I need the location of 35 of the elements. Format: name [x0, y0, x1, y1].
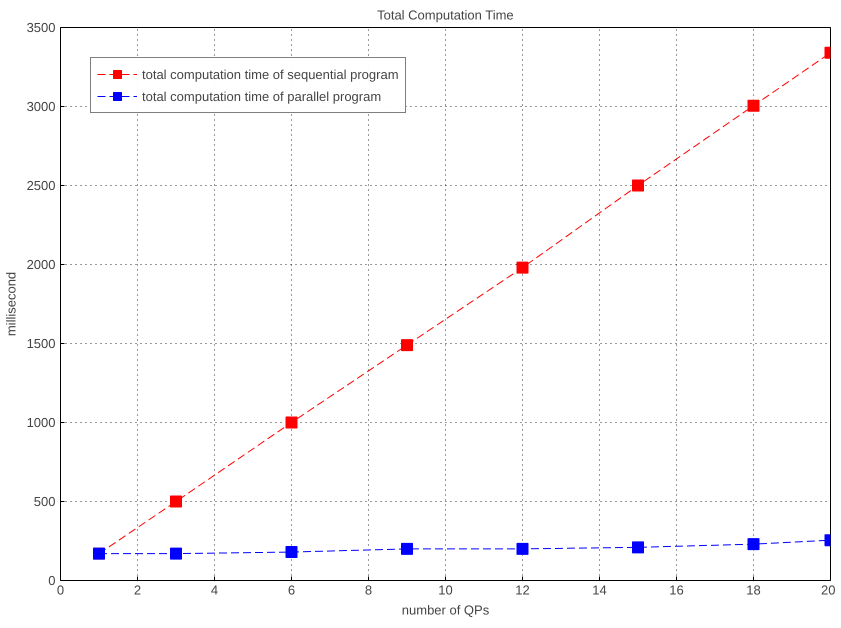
point — [632, 541, 644, 554]
x-tick-label: 10 — [438, 582, 453, 598]
y-tick-label: 1000 — [26, 415, 56, 430]
point — [401, 542, 413, 555]
x-tick-label: 16 — [669, 582, 684, 598]
point — [748, 538, 760, 550]
x-tick-label: 14 — [592, 582, 607, 598]
chart-title: Total Computation Time — [377, 8, 514, 22]
legend-label: total computation time of parallel program — [142, 88, 382, 104]
y-tick-label: 2500 — [26, 178, 56, 193]
y-axis-title: millisecond — [4, 272, 19, 336]
point — [170, 548, 182, 560]
y-tick-label: 3000 — [26, 99, 56, 114]
x-tick-label: 20 — [821, 582, 836, 598]
x-tick-label: 12 — [515, 582, 530, 598]
x-axis-title: number of QPs — [402, 602, 490, 618]
point — [286, 546, 298, 558]
y-tick-label: 0 — [48, 573, 56, 588]
point — [748, 100, 760, 112]
x-tick-label: 2 — [134, 582, 142, 598]
x-tick-label: 18 — [746, 582, 761, 598]
point — [632, 180, 644, 192]
point — [170, 496, 182, 508]
x-tick-label: 4 — [210, 582, 218, 598]
point — [401, 339, 413, 352]
x-tick-label: 8 — [364, 582, 372, 598]
point — [516, 262, 528, 274]
y-tick-label: 500 — [34, 494, 56, 509]
x-tick-label: 6 — [288, 582, 296, 598]
point — [516, 542, 528, 555]
y-tick-label: 2000 — [26, 257, 56, 272]
y-tick-label: 3500 — [26, 20, 56, 35]
legend-label: total computation time of sequential program — [142, 66, 399, 82]
y-tick-label: 1500 — [26, 336, 56, 351]
point — [286, 416, 298, 428]
